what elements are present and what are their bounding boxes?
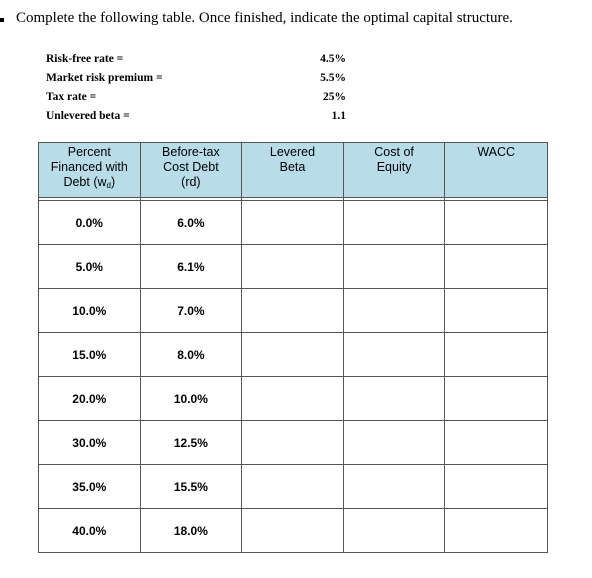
cell-cost-of-equity[interactable] [342,200,446,245]
cell-before-tax-cost-debt: 8.0% [139,332,243,377]
cell-debt-weight: 5.0% [38,244,141,289]
cell-before-tax-cost-debt: 6.0% [139,200,243,245]
table-row: 15.0% 8.0% [38,332,548,377]
cell-before-tax-cost-debt: 12.5% [139,420,243,465]
header-subscript: d [106,181,111,190]
cell-wacc[interactable] [444,200,548,245]
param-value: 5.5% [320,72,346,84]
table-row: 30.0% 12.5% [38,420,548,465]
table-row: 0.0% 6.0% [38,200,548,245]
table-row: 5.0% 6.1% [38,244,548,289]
cell-wacc[interactable] [444,244,548,289]
header-text: Cost Debt [163,160,219,174]
param-label: Unlevered beta = [46,110,130,122]
cell-wacc[interactable] [444,288,548,333]
capital-structure-table: Percent Financed with Debt (wd) Before-t… [38,142,548,553]
cell-cost-of-equity[interactable] [342,420,446,465]
header-cost-of-equity: Cost of Equity [342,142,446,198]
cell-debt-weight: 35.0% [38,464,141,509]
cell-wacc[interactable] [444,420,548,465]
cell-cost-of-equity[interactable] [342,464,446,509]
header-text: Before-tax [162,145,220,159]
param-row-market-risk-premium: Market risk premium = 5.5% [46,72,346,91]
cell-before-tax-cost-debt: 15.5% [139,464,243,509]
header-text: Cost of [374,145,414,159]
table-row: 20.0% 10.0% [38,376,548,421]
header-text: Financed with [50,160,128,174]
cell-levered-beta[interactable] [241,288,344,333]
cell-levered-beta[interactable] [241,200,344,245]
param-label: Risk-free rate = [46,53,124,65]
table-row: 35.0% 15.5% [38,464,548,509]
cell-cost-of-equity[interactable] [342,332,446,377]
cell-wacc[interactable] [444,332,548,377]
header-text: Levered [269,145,316,159]
header-levered-beta: Levered Beta [241,142,344,198]
cell-wacc[interactable] [444,508,548,553]
param-value: 4.5% [320,53,346,65]
instruction-text: Complete the following table. Once finis… [16,10,513,26]
cell-levered-beta[interactable] [241,420,344,465]
cell-levered-beta[interactable] [241,332,344,377]
cell-wacc[interactable] [444,464,548,509]
param-label: Market risk premium = [46,72,163,84]
cell-cost-of-equity[interactable] [342,244,446,289]
cell-wacc[interactable] [444,376,548,421]
cell-before-tax-cost-debt: 10.0% [139,376,243,421]
header-text: WACC [477,145,516,159]
cell-levered-beta[interactable] [241,464,344,509]
header-wacc: WACC [444,142,548,198]
param-value: 25% [323,91,346,103]
bullet-marker [0,18,4,22]
header-percent-debt: Percent Financed with Debt (wd) [38,142,141,198]
cell-debt-weight: 0.0% [38,200,141,245]
cell-debt-weight: 40.0% [38,508,141,553]
cell-debt-weight: 20.0% [38,376,141,421]
cell-before-tax-cost-debt: 7.0% [139,288,243,333]
cell-cost-of-equity[interactable] [342,376,446,421]
cell-debt-weight: 15.0% [38,332,141,377]
param-row-tax-rate: Tax rate = 25% [46,91,346,110]
parameters-block: Risk-free rate = 4.5% Market risk premiu… [46,53,346,129]
table-row: 10.0% 7.0% [38,288,548,333]
cell-cost-of-equity[interactable] [342,508,446,553]
cell-debt-weight: 10.0% [38,288,141,333]
cell-before-tax-cost-debt: 6.1% [139,244,243,289]
cell-levered-beta[interactable] [241,376,344,421]
param-label: Tax rate = [46,91,97,103]
header-before-tax-cost-debt: Before-tax Cost Debt (rd) [139,142,243,198]
cell-before-tax-cost-debt: 18.0% [139,508,243,553]
table-header-row: Percent Financed with Debt (wd) Before-t… [38,142,548,198]
cell-debt-weight: 30.0% [38,420,141,465]
header-text: (rd) [181,175,201,189]
table-row: 40.0% 18.0% [38,508,548,553]
cell-cost-of-equity[interactable] [342,288,446,333]
header-text: Beta [279,160,306,174]
header-text: Debt (w [63,175,107,189]
param-value: 1.1 [331,110,346,122]
header-text: ) [110,175,116,189]
header-text: Equity [376,160,412,174]
cell-levered-beta[interactable] [241,244,344,289]
param-row-unlevered-beta: Unlevered beta = 1.1 [46,110,346,129]
cell-levered-beta[interactable] [241,508,344,553]
header-text: Percent [67,145,111,159]
param-row-risk-free: Risk-free rate = 4.5% [46,53,346,72]
